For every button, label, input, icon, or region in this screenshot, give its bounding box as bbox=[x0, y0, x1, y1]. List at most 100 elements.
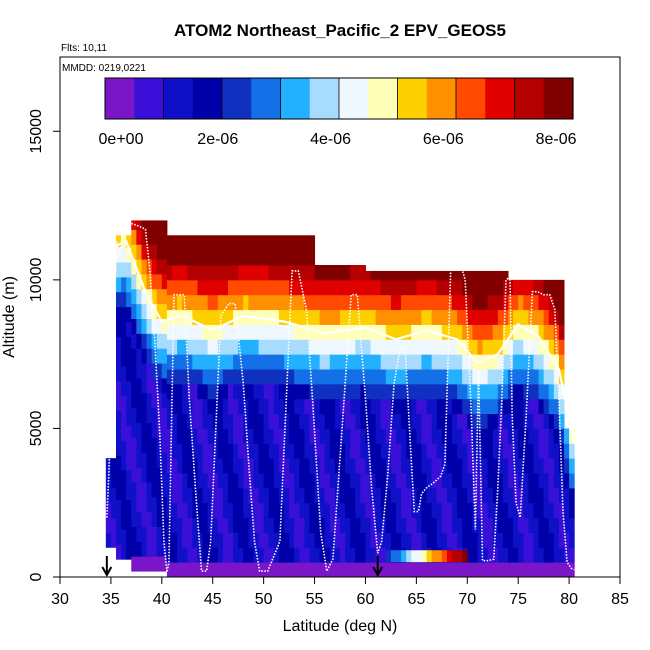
heatmap-cell bbox=[273, 517, 280, 533]
heatmap-cell bbox=[523, 294, 529, 311]
heatmap-cell bbox=[202, 458, 209, 474]
heatmap-cell bbox=[467, 339, 473, 355]
heatmap-cell bbox=[212, 294, 219, 311]
heatmap-cell bbox=[497, 532, 504, 548]
heatmap-cell bbox=[268, 413, 275, 429]
heatmap-cell bbox=[345, 369, 351, 385]
heatmap-cell bbox=[172, 413, 178, 429]
heatmap-cell bbox=[146, 392, 153, 409]
heatmap-cell bbox=[248, 473, 254, 489]
heatmap-cell bbox=[467, 458, 473, 474]
heatmap-cell bbox=[136, 452, 142, 468]
heatmap-cell bbox=[309, 369, 316, 385]
heatmap-cell bbox=[355, 398, 361, 415]
heatmap-cell bbox=[543, 369, 550, 385]
heatmap-cell bbox=[334, 443, 341, 459]
heatmap-cell bbox=[207, 279, 214, 296]
heatmap-cell bbox=[268, 487, 275, 504]
heatmap-cell bbox=[228, 339, 234, 355]
heatmap-cell bbox=[421, 309, 428, 325]
heatmap-cell bbox=[222, 547, 229, 563]
heatmap-cell bbox=[197, 383, 204, 400]
heatmap-cell bbox=[136, 407, 142, 423]
heatmap-cell bbox=[258, 502, 265, 519]
heatmap-cell bbox=[518, 279, 524, 296]
heatmap-cell bbox=[487, 324, 494, 340]
heatmap-cell bbox=[533, 279, 540, 296]
x-tick-label: 75 bbox=[509, 591, 527, 608]
heatmap-cell bbox=[487, 270, 494, 281]
heatmap-cell bbox=[243, 473, 249, 489]
heatmap-cell bbox=[294, 369, 300, 385]
heatmap-cell bbox=[146, 318, 153, 334]
heatmap-cell bbox=[421, 294, 428, 311]
heatmap-cell bbox=[141, 363, 148, 379]
heatmap-cell bbox=[217, 413, 224, 429]
heatmap-cell bbox=[533, 547, 540, 563]
heatmap-cell bbox=[538, 547, 545, 563]
heatmap-cell bbox=[263, 502, 270, 519]
heatmap-cell bbox=[518, 413, 524, 429]
heatmap-cell bbox=[248, 562, 254, 577]
heatmap-cell bbox=[365, 502, 372, 519]
heatmap-cell bbox=[248, 547, 254, 563]
heatmap-cell bbox=[441, 473, 448, 489]
heatmap-cell bbox=[161, 556, 168, 572]
heatmap-cell bbox=[502, 532, 509, 548]
heatmap-cell bbox=[396, 339, 402, 355]
heatmap-cell bbox=[253, 562, 260, 577]
heatmap-cell bbox=[457, 562, 463, 577]
heatmap-cell bbox=[289, 487, 295, 504]
heatmap-cell bbox=[192, 235, 198, 251]
heatmap-cell bbox=[202, 443, 209, 459]
heatmap-cell bbox=[508, 309, 514, 325]
heatmap-cell bbox=[564, 487, 570, 504]
heatmap-cell bbox=[248, 502, 254, 519]
heatmap-cell bbox=[350, 532, 356, 548]
heatmap-cell bbox=[278, 443, 285, 459]
heatmap-cell bbox=[228, 309, 234, 325]
heatmap-cell bbox=[416, 532, 422, 548]
surface-band-cell bbox=[406, 550, 412, 563]
heatmap-cell bbox=[294, 354, 300, 370]
heatmap-cell bbox=[212, 265, 219, 281]
heatmap-cell bbox=[431, 354, 438, 370]
heatmap-cell bbox=[426, 309, 433, 325]
heatmap-cell bbox=[284, 517, 290, 533]
heatmap-cell bbox=[121, 336, 127, 352]
heatmap-cell bbox=[543, 473, 550, 489]
heatmap-cell bbox=[284, 532, 290, 548]
heatmap-cell bbox=[299, 413, 305, 429]
heatmap-cell bbox=[360, 443, 366, 459]
heatmap-cell bbox=[314, 443, 321, 459]
heatmap-cell bbox=[151, 363, 158, 379]
heatmap-cell bbox=[406, 502, 412, 519]
heatmap-cell bbox=[202, 265, 209, 281]
heatmap-cell bbox=[151, 303, 158, 319]
heatmap-cell bbox=[324, 383, 331, 400]
heatmap-cell bbox=[278, 294, 285, 311]
heatmap-cell bbox=[299, 383, 305, 400]
heatmap-cell bbox=[233, 265, 239, 281]
heatmap-cell bbox=[177, 502, 183, 519]
heatmap-cell bbox=[187, 265, 193, 281]
heatmap-cell bbox=[497, 294, 504, 311]
heatmap-cell bbox=[233, 235, 239, 251]
heatmap-cell bbox=[462, 383, 468, 400]
heatmap-cell bbox=[141, 259, 148, 275]
heatmap-cell bbox=[334, 413, 341, 429]
heatmap-cell bbox=[212, 369, 219, 385]
heatmap-cell bbox=[324, 443, 331, 459]
heatmap-cell bbox=[426, 339, 433, 355]
heatmap-cell bbox=[192, 517, 198, 533]
heatmap-cell bbox=[538, 487, 545, 504]
heatmap-cell bbox=[228, 413, 234, 429]
heatmap-cell bbox=[146, 407, 153, 423]
heatmap-cell bbox=[172, 265, 178, 281]
heatmap-cell bbox=[228, 354, 234, 370]
colorbar-swatch bbox=[105, 78, 113, 119]
heatmap-cell bbox=[233, 532, 239, 548]
heatmap-cell bbox=[116, 336, 122, 352]
heatmap-cell bbox=[452, 473, 458, 489]
heatmap-cell bbox=[497, 517, 504, 533]
